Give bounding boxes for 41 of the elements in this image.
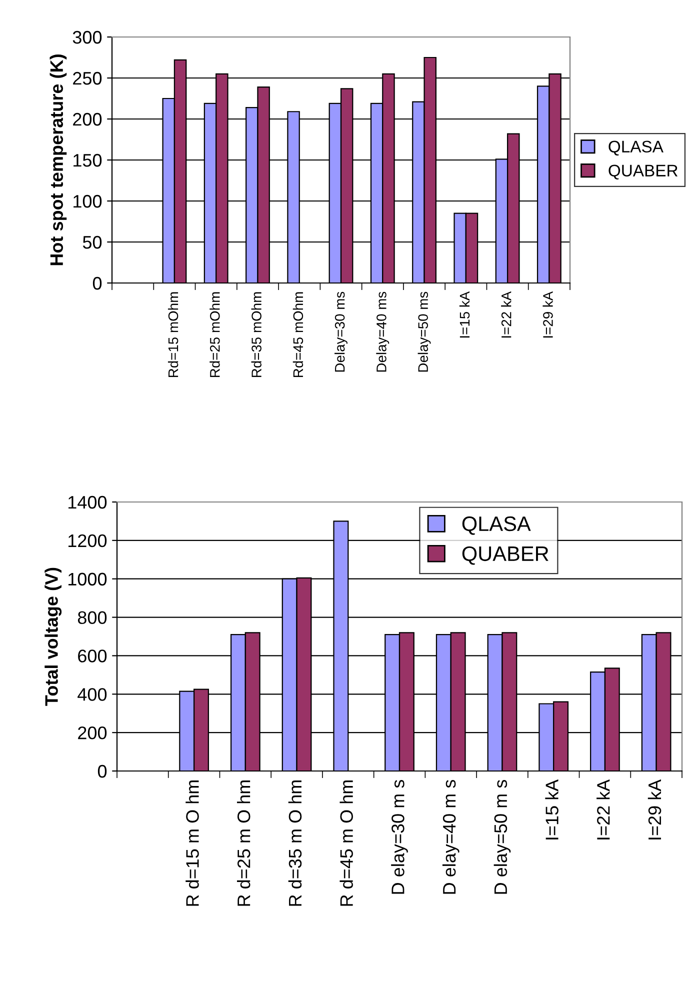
x-tick-label: R d=15 m O hm bbox=[186, 780, 199, 906]
y-tick-label: 150 bbox=[74, 154, 102, 167]
y-axis-title: Total voltage (V) bbox=[44, 568, 62, 706]
x-tick-label: D elay=50 m s bbox=[494, 780, 511, 894]
y-tick-label: 300 bbox=[72, 30, 102, 44]
y-tick-label: 1000 bbox=[68, 572, 107, 586]
x-tick-label: R d=25 m O hm bbox=[236, 780, 250, 906]
y-tick-label: 1200 bbox=[68, 534, 107, 548]
y-tick-label: 600 bbox=[78, 650, 107, 662]
x-tick-label: I=29 kA bbox=[542, 291, 553, 338]
x-tick-label: Rd=45 mOhm bbox=[292, 292, 304, 378]
y-axis-title: Hot spot temperature (K) bbox=[50, 54, 67, 266]
legend-label: QLASA bbox=[608, 140, 664, 156]
x-tick-label: R d=35 m O hm bbox=[288, 780, 302, 906]
x-tick-label: I=15 kA bbox=[545, 779, 558, 840]
y-tick-label: 0 bbox=[92, 276, 102, 290]
y-tick-label: 100 bbox=[74, 194, 102, 208]
x-tick-label: I=22 kA bbox=[596, 779, 610, 840]
legend-label: QUABER bbox=[462, 546, 548, 565]
x-tick-label: I=15 kA bbox=[459, 291, 470, 338]
y-tick-label: 250 bbox=[73, 72, 102, 85]
y-tick-label: 800 bbox=[78, 611, 107, 624]
x-tick-label: I=29 kA bbox=[648, 779, 662, 840]
x-tick-label: D elay=30 m s bbox=[391, 780, 408, 894]
y-tick-label: 0 bbox=[98, 764, 107, 778]
x-tick-label: Rd=15 mOhm bbox=[168, 292, 178, 378]
legend-label: QLASA bbox=[462, 516, 531, 535]
x-tick-label: R d=45 m O hm bbox=[340, 780, 353, 906]
x-tick-label: Delay=50 ms bbox=[418, 292, 431, 372]
y-tick-label: 1400 bbox=[68, 496, 107, 509]
x-tick-label: D elay=40 m s bbox=[442, 780, 460, 894]
y-tick-label: 200 bbox=[78, 726, 107, 740]
x-tick-label: Rd=25 mOhm bbox=[210, 292, 220, 378]
x-tick-label: Rd=35 mOhm bbox=[251, 292, 262, 378]
legend-label: QUABER bbox=[608, 164, 678, 180]
x-tick-label: I=22 kA bbox=[501, 291, 512, 338]
y-tick-label: 200 bbox=[73, 112, 102, 126]
x-tick-label: Delay=30 ms bbox=[334, 292, 348, 372]
y-tick-label: 50 bbox=[82, 236, 102, 249]
y-tick-label: 400 bbox=[78, 688, 107, 701]
x-tick-label: Delay=40 ms bbox=[376, 292, 390, 372]
